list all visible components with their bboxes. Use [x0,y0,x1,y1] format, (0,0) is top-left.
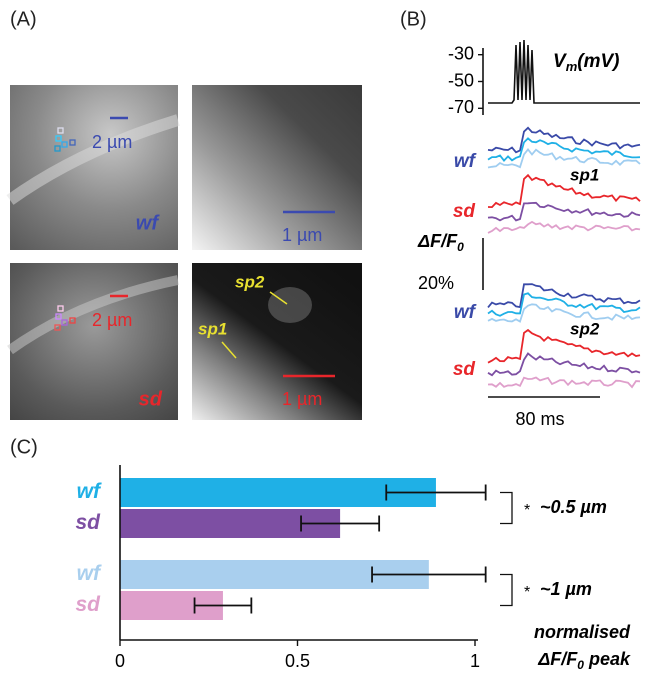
x-axis-label-tail: peak [584,649,631,669]
condition-label: wf [454,151,477,172]
trace [487,126,641,154]
vm-tick-label: -30 [448,43,474,63]
scale-label: 2 µm [92,132,132,152]
bracket [500,573,513,607]
vm-trace [488,39,640,104]
x-axis-label-sub: 0 [577,658,584,672]
condition-label: sd [139,388,163,410]
scale-label: 1 µm [282,389,322,409]
category-label: sd [75,511,101,534]
bar [120,478,436,507]
vm-tick-label: -70 [448,97,474,117]
spine-label: sp1 [570,165,599,184]
condition-label: wf [454,302,477,323]
df-label-sub: 0 [457,240,464,254]
spine-label: sp1 [198,319,227,338]
scale-label: 1 µm [282,225,322,245]
vm-label-unit: (mV) [577,51,619,72]
trace [487,292,641,317]
arrow [269,291,288,305]
image [192,85,362,250]
x-tick-label: 0 [115,651,125,671]
traces [487,126,641,389]
condition-label: sd [453,359,476,380]
comparison-label: ~1 µm [540,579,592,599]
significance-mark: * [524,502,530,519]
x-axis-label-main: ΔF/F [537,649,578,669]
category-label: sd [75,593,101,616]
x-tick-label: 1 [470,651,480,671]
panel-label: (A) [10,8,37,30]
trace [487,328,641,364]
trace [487,303,641,323]
scale-label: 20% [418,273,454,293]
arrow [221,341,237,359]
trace [487,147,641,169]
trace [487,173,641,209]
trace [487,283,641,309]
x-axis-label: normalised [534,622,631,642]
condition-label: wf [136,212,161,234]
scale-label: 2 µm [92,310,132,330]
df-label: ΔF/F0 [417,231,464,254]
x-tick-label: 0.5 [285,651,310,671]
image-dendrite [7,275,180,355]
scale-label: 80 ms [515,409,564,429]
bar-chart: 0 0.5 1 wf sd wf sd * ~0.5 µm * ~1 µm [75,478,607,671]
category-label: wf [77,480,102,503]
vm-label: Vm(mV) [553,51,619,74]
vm-tick-label: -50 [448,70,474,90]
panel-label: (B) [400,8,427,30]
trace [487,376,641,389]
spine-label: sp2 [570,319,600,338]
vm-axis: -30 -50 -70 [448,43,484,117]
trace [487,137,641,162]
image-spine [268,287,312,323]
vm-label-main: V [553,51,567,72]
image [10,85,178,250]
panel-label: (C) [10,436,38,458]
spine-label: sp2 [235,272,265,291]
trace [487,352,641,377]
significance-mark: * [524,584,530,601]
condition-label: sd [453,201,476,222]
comparison-label: ~0.5 µm [540,497,607,517]
trace [487,220,641,234]
image-dendrite [6,114,180,205]
roi-markers [54,127,76,331]
category-label: wf [77,562,102,585]
bracket [500,491,513,525]
image [192,263,362,420]
vm-label-sub: m [566,59,578,74]
trace [487,201,641,222]
df-label-main: ΔF/F [417,231,458,251]
x-axis-label: ΔF/F0 peak [537,649,631,672]
